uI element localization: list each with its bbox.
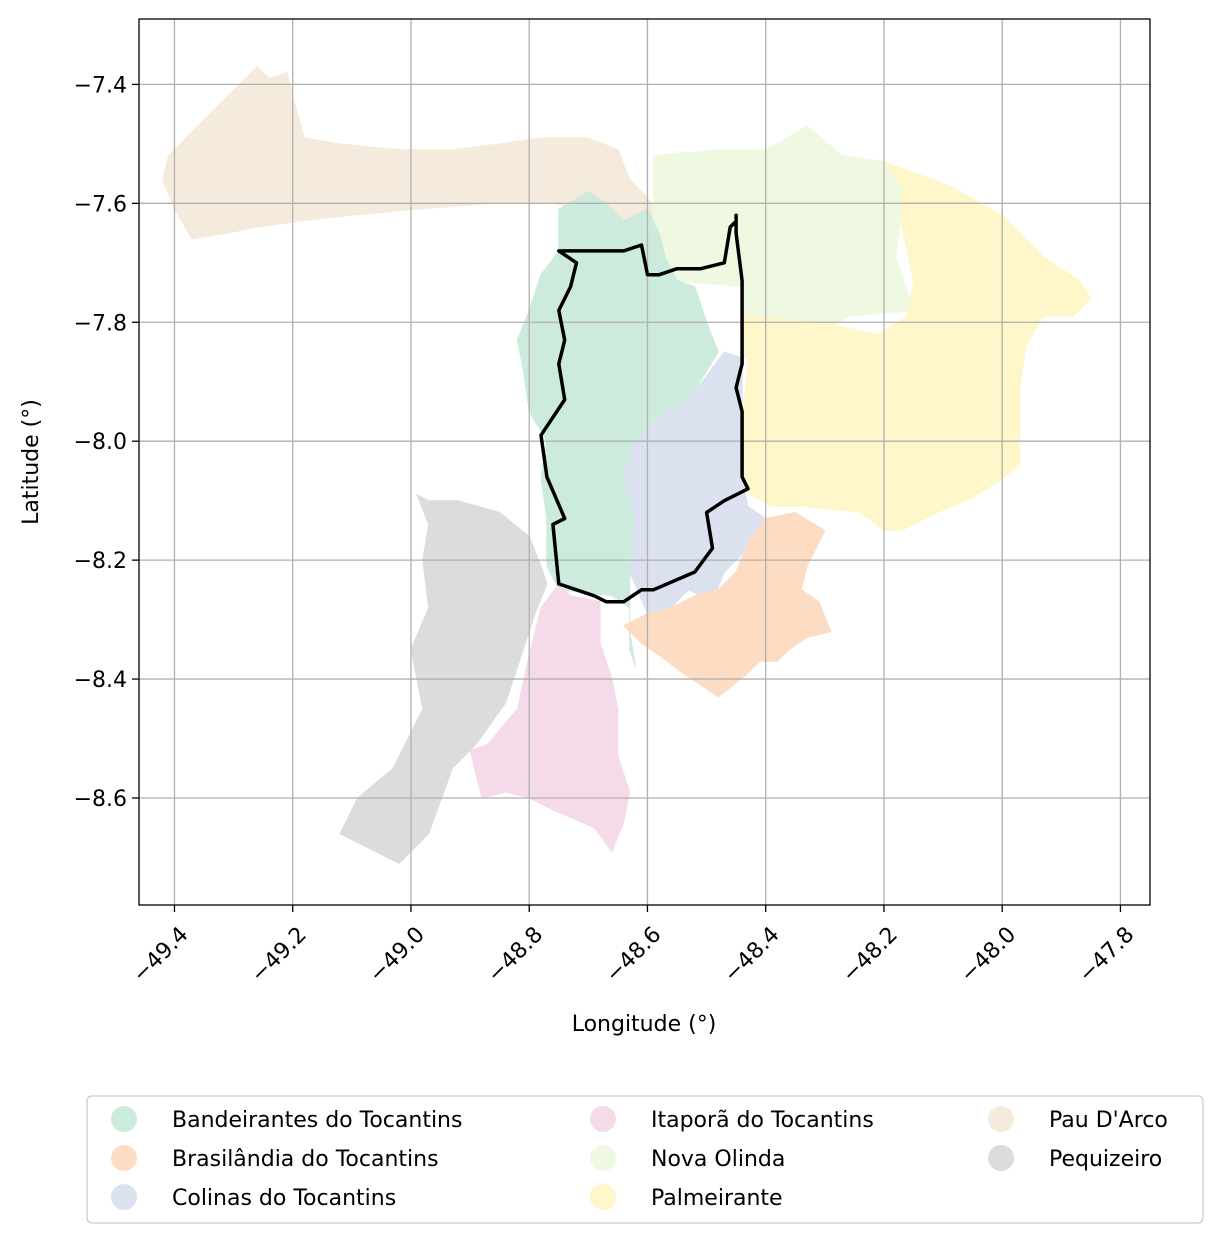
- legend-label: Palmeirante: [651, 1186, 783, 1211]
- x-tick-label: −48.2: [838, 922, 903, 987]
- legend-label: Bandeirantes do Tocantins: [172, 1108, 462, 1133]
- legend-item-brasilandia-do-tocantins: Brasilândia do Tocantins: [111, 1145, 439, 1172]
- y-axis-label: Latitude (°): [19, 399, 44, 525]
- plot-frame: [138, 18, 1151, 906]
- legend-item-nova-olinda: Nova Olinda: [590, 1145, 785, 1172]
- highlight-outline-layer: [539, 213, 750, 604]
- x-tick-label: −49.4: [128, 922, 193, 987]
- y-tick-label: −8.4: [74, 668, 127, 693]
- legend-marker: [988, 1106, 1014, 1132]
- legend-marker: [111, 1145, 137, 1171]
- y-tick-label: −7.6: [74, 192, 127, 217]
- x-tick-label: −47.8: [1074, 922, 1139, 987]
- legend-marker: [590, 1184, 616, 1210]
- legend: Bandeirantes do Tocantins Brasilândia do …: [86, 1095, 1204, 1224]
- highlight-boundary-outline: [539, 213, 750, 604]
- y-tick-label: −7.8: [74, 311, 127, 336]
- legend-label: Nova Olinda: [651, 1147, 785, 1172]
- x-tick-label: −48.4: [719, 922, 784, 987]
- x-tick-label: −48.0: [956, 922, 1021, 987]
- legend-label: Brasilândia do Tocantins: [172, 1147, 439, 1172]
- x-axis-ticks: −49.4 −49.2 −49.0 −48.8 −48.6 −48.4 −48.2 −48.0…: [128, 905, 1139, 988]
- legend-label: Colinas do Tocantins: [172, 1186, 396, 1211]
- legend-item-pau-d-arco: Pau D'Arco: [988, 1106, 1168, 1133]
- x-tick-label: −48.8: [483, 922, 548, 987]
- legend-marker: [988, 1145, 1014, 1171]
- x-tick-label: −48.6: [601, 922, 666, 987]
- x-tick-label: −49.2: [246, 922, 311, 987]
- legend-item-palmeirante: Palmeirante: [590, 1184, 783, 1211]
- y-tick-label: −7.4: [74, 73, 127, 98]
- legend-label: Pau D'Arco: [1049, 1108, 1168, 1133]
- legend-item-bandeirantes-do-tocantins: Bandeirantes do Tocantins: [111, 1106, 462, 1133]
- y-tick-label: −8.2: [74, 549, 127, 574]
- legend-marker: [111, 1106, 137, 1132]
- municipality-regions: [162, 65, 1092, 865]
- x-axis-label: Longitude (°): [572, 1012, 717, 1037]
- grid-lines: [139, 19, 1150, 905]
- y-tick-label: −8.6: [74, 787, 127, 812]
- region-itapora-do-tocantins: [469, 583, 631, 853]
- region-palmeirante: [741, 160, 1092, 531]
- y-axis-ticks: −7.4 −7.6 −7.8 −8.0 −8.2 −8.4 −8.6: [74, 73, 139, 812]
- legend-label: Pequizeiro: [1049, 1147, 1162, 1172]
- legend-item-colinas-do-tocantins: Colinas do Tocantins: [111, 1184, 396, 1211]
- y-tick-label: −8.0: [74, 430, 127, 455]
- region-brasilandia-do-tocantins: [622, 511, 832, 698]
- legend-marker: [590, 1145, 616, 1171]
- legend-marker: [111, 1184, 137, 1210]
- legend-frame: [86, 1095, 1204, 1224]
- legend-item-pequizeiro: Pequizeiro: [988, 1145, 1162, 1172]
- legend-item-itapora-do-tocantins: Itaporã do Tocantins: [590, 1106, 874, 1133]
- legend-label: Itaporã do Tocantins: [651, 1108, 874, 1133]
- x-tick-label: −49.0: [365, 922, 430, 987]
- legend-marker: [590, 1106, 616, 1132]
